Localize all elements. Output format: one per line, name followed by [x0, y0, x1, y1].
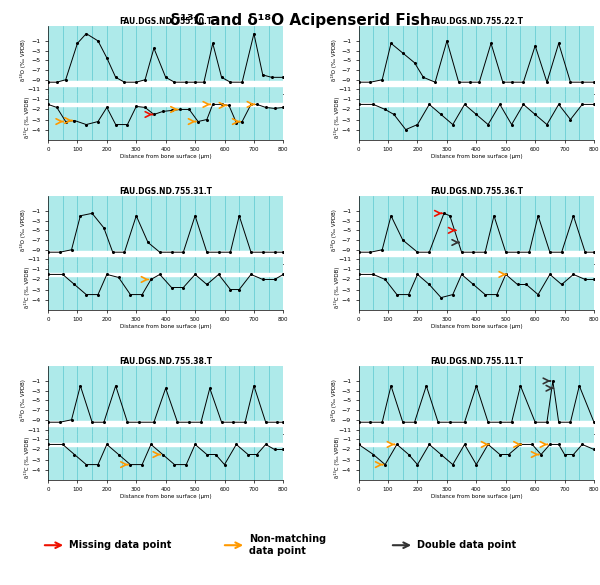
Title: FAU.DGS.ND.755.38.T: FAU.DGS.ND.755.38.T	[119, 357, 212, 366]
X-axis label: Distance from bone surface (µm): Distance from bone surface (µm)	[120, 324, 211, 329]
Y-axis label: δ¹⁸O (‰ VPDB): δ¹⁸O (‰ VPDB)	[331, 39, 337, 81]
Bar	[48, 421, 283, 426]
Y-axis label: δ¹⁸O (‰ VPDB): δ¹⁸O (‰ VPDB)	[331, 209, 337, 252]
Bar	[359, 421, 594, 426]
Title: FAU.DGS.ND.755.22.T: FAU.DGS.ND.755.22.T	[430, 17, 523, 26]
Y-axis label: δ¹⁸O (‰ VPDB): δ¹⁸O (‰ VPDB)	[331, 380, 337, 421]
Y-axis label: δ¹³C (‰ VPDB): δ¹³C (‰ VPDB)	[24, 97, 30, 137]
Y-axis label: δ¹⁸O (‰ VPDB): δ¹⁸O (‰ VPDB)	[20, 380, 26, 421]
X-axis label: Distance from bone surface (µm): Distance from bone surface (µm)	[431, 324, 522, 329]
Y-axis label: δ¹³C (‰ VPDB): δ¹³C (‰ VPDB)	[334, 266, 340, 308]
X-axis label: Distance from bone surface (µm): Distance from bone surface (µm)	[120, 154, 211, 159]
X-axis label: Distance from bone surface (µm): Distance from bone surface (µm)	[120, 494, 211, 499]
Bar	[359, 251, 594, 256]
Text: δ¹³C and δ¹⁸O Acipenserid Fish: δ¹³C and δ¹⁸O Acipenserid Fish	[170, 13, 430, 28]
Y-axis label: δ¹⁸O (‰ VPDB): δ¹⁸O (‰ VPDB)	[20, 209, 26, 252]
Bar	[48, 443, 283, 446]
Bar	[359, 81, 594, 85]
Title: FAU.DGS.ND.755.70.T: FAU.DGS.ND.755.70.T	[119, 17, 212, 26]
Bar	[48, 251, 283, 256]
Title: FAU.DGS.ND.755.36.T: FAU.DGS.ND.755.36.T	[430, 187, 523, 196]
Text: Double data point: Double data point	[417, 540, 516, 550]
Text: Missing data point: Missing data point	[69, 540, 172, 550]
Y-axis label: δ¹³C (‰ VPDB): δ¹³C (‰ VPDB)	[24, 266, 30, 308]
Bar	[359, 273, 594, 276]
Y-axis label: δ¹⁸O (‰ VPDB): δ¹⁸O (‰ VPDB)	[20, 39, 26, 81]
X-axis label: Distance from bone surface (µm): Distance from bone surface (µm)	[431, 154, 522, 159]
Bar	[48, 103, 283, 106]
Y-axis label: δ¹³C (‰ VPDB): δ¹³C (‰ VPDB)	[334, 97, 340, 137]
Y-axis label: δ¹³C (‰ VPDB): δ¹³C (‰ VPDB)	[24, 436, 30, 478]
Bar	[359, 443, 594, 446]
Bar	[48, 273, 283, 276]
X-axis label: Distance from bone surface (µm): Distance from bone surface (µm)	[431, 494, 522, 499]
Title: FAU.DGS.ND.755.31.T: FAU.DGS.ND.755.31.T	[119, 187, 212, 196]
Text: Non-matching
data point: Non-matching data point	[249, 535, 326, 556]
Y-axis label: δ¹³C (‰ VPDB): δ¹³C (‰ VPDB)	[334, 436, 340, 478]
Bar	[359, 103, 594, 106]
Title: FAU.DGS.ND.755.11.T: FAU.DGS.ND.755.11.T	[430, 357, 523, 366]
Bar	[48, 81, 283, 85]
